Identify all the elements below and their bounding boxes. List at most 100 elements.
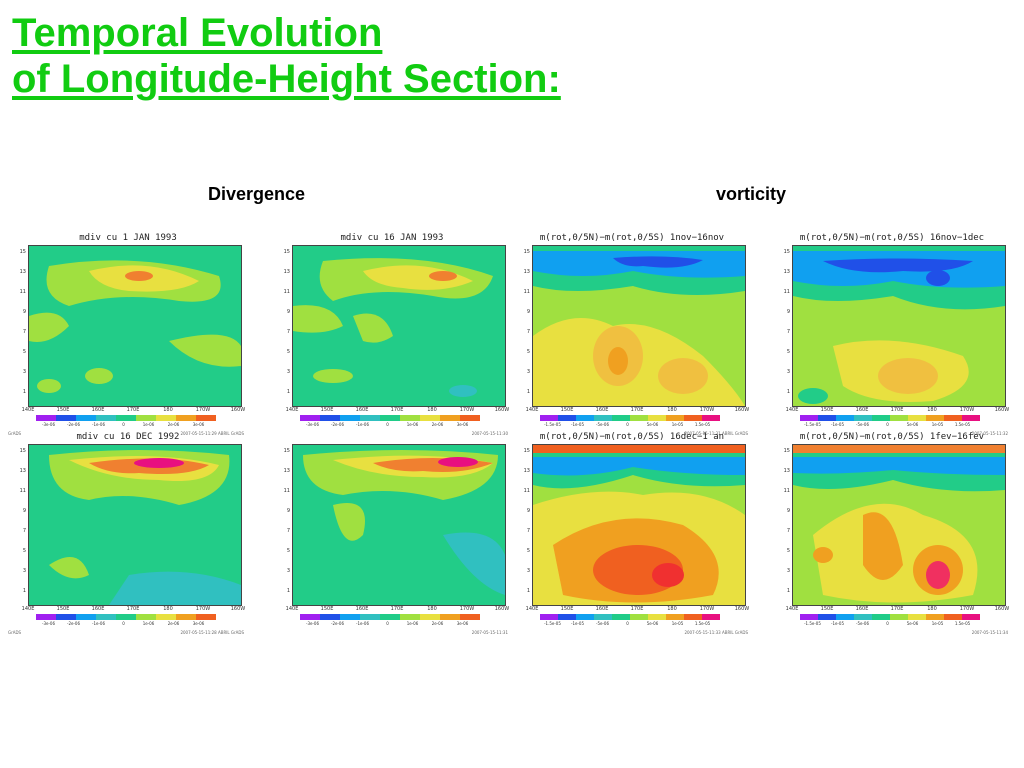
color-bar-label: 1e-06 [136, 422, 161, 428]
color-bar-segment [962, 614, 980, 620]
y-tick-label: 5 [776, 548, 790, 554]
y-tick-label: 5 [776, 349, 790, 355]
color-bar-segment [320, 614, 340, 620]
y-tick-label: 7 [276, 528, 290, 534]
color-bar-label: -2e-06 [325, 422, 350, 428]
y-tick-label: 9 [516, 508, 530, 514]
color-bar-segment [76, 614, 96, 620]
y-tick-label: 1 [516, 588, 530, 594]
color-bar [300, 614, 480, 620]
color-bar-segment [684, 614, 702, 620]
y-tick-label: 7 [276, 329, 290, 335]
color-bar-segment [96, 415, 116, 421]
color-bar-label: 1e-06 [136, 621, 161, 627]
color-bar-segment [926, 614, 944, 620]
contour-field [292, 444, 506, 606]
y-tick-label: 5 [276, 548, 290, 554]
y-tick-label: 3 [776, 369, 790, 375]
color-bar-label: -1.5e-05 [800, 621, 825, 627]
color-bar-segment [116, 415, 136, 421]
color-bar-label: -1e-05 [825, 422, 850, 428]
color-bar-label: 1e-05 [665, 422, 690, 428]
y-tick-label: 13 [776, 468, 790, 474]
y-tick-label: 11 [12, 289, 26, 295]
color-bar-segment [380, 415, 400, 421]
x-tick-label: 170W [700, 606, 715, 612]
x-tick-label: 160E [92, 407, 105, 413]
y-tick-label: 15 [516, 448, 530, 454]
color-bar-segment [400, 415, 420, 421]
x-tick-label: 150E [561, 407, 574, 413]
color-bar-segment [360, 614, 380, 620]
y-tick-label: 1 [776, 588, 790, 594]
panel-title: mdiv cu 16 JAN 1993 [272, 233, 512, 243]
x-tick-label: 140E [286, 606, 299, 612]
contour-panel: mdiv cu 16 JAN 1993 15 13 11 9 7 5 3 1 140E 150E 1… [272, 233, 512, 438]
divergence-label: Divergence [208, 184, 305, 205]
panel-title: mdiv cu 1 JAN 1993 [8, 233, 248, 243]
y-tick-label: 9 [12, 309, 26, 315]
color-bar-label: -1.5e-05 [800, 422, 825, 428]
x-tick-label: 160E [596, 606, 609, 612]
contour-field [28, 245, 242, 407]
color-bar-segment [648, 415, 666, 421]
y-tick-label: 1 [276, 389, 290, 395]
x-tick-label: 150E [321, 606, 334, 612]
y-tick-label: 5 [516, 349, 530, 355]
panel-title: m(rot,0/5N)−m(rot,0/5S) 16dec−1 an [512, 432, 752, 442]
color-bar-segment [666, 415, 684, 421]
x-tick-label: 170W [960, 606, 975, 612]
color-bar-segment [176, 415, 196, 421]
y-tick-label: 1 [516, 389, 530, 395]
y-tick-label: 11 [516, 289, 530, 295]
x-tick-label: 170E [631, 407, 644, 413]
color-bar-segment [196, 614, 216, 620]
color-bar-segment [836, 415, 854, 421]
y-tick-label: 15 [276, 448, 290, 454]
color-bar-labels: -3e-06 -2e-06 -1e-06 0 1e-06 2e-06 3e-06 [36, 422, 211, 428]
color-bar-label: 2e-06 [425, 422, 450, 428]
color-bar-label: -2e-06 [61, 422, 86, 428]
panel-title: m(rot,0/5N)−m(rot,0/5S) 1fev−16fev [772, 432, 1012, 442]
y-tick-label: 5 [516, 548, 530, 554]
x-tick-label: 170W [700, 407, 715, 413]
color-bar-label: 3e-06 [450, 621, 475, 627]
y-tick-label: 7 [776, 528, 790, 534]
x-tick-label: 170W [460, 407, 475, 413]
title-line-1: Temporal Evolution [12, 10, 561, 56]
color-bar-label: 0 [875, 621, 900, 627]
color-bar-segment [890, 415, 908, 421]
color-bar-segment [630, 614, 648, 620]
color-bar-segment [36, 415, 56, 421]
x-tick-label: 160E [856, 606, 869, 612]
color-bar-segment [56, 614, 76, 620]
color-bar-segment [36, 614, 56, 620]
color-bar [800, 415, 980, 421]
color-bar-labels: -3e-06 -2e-06 -1e-06 0 1e-06 2e-06 3e-06 [300, 422, 475, 428]
x-tick-label: 140E [786, 606, 799, 612]
color-bar-label: -3e-06 [300, 422, 325, 428]
color-bar-label: 3e-06 [186, 621, 211, 627]
contour-field [792, 444, 1006, 606]
x-tick-label: 170W [960, 407, 975, 413]
color-bar-segment [836, 614, 854, 620]
color-bar [36, 415, 216, 421]
y-tick-label: 13 [276, 269, 290, 275]
color-bar-label: -1e-05 [825, 621, 850, 627]
y-tick-label: 3 [12, 369, 26, 375]
y-tick-label: 11 [776, 488, 790, 494]
y-tick-label: 9 [276, 508, 290, 514]
x-tick-label: 160E [596, 407, 609, 413]
y-tick-label: 9 [12, 508, 26, 514]
y-tick-label: 5 [276, 349, 290, 355]
color-bar-segment [156, 415, 176, 421]
y-tick-label: 11 [276, 488, 290, 494]
y-tick-label: 3 [516, 369, 530, 375]
y-tick-label: 5 [12, 349, 26, 355]
color-bar-segment [594, 415, 612, 421]
x-tick-label: 170E [391, 407, 404, 413]
color-bar-label: 0 [375, 422, 400, 428]
x-tick-label: 170W [196, 407, 211, 413]
color-bar-label: 1.5e-05 [950, 422, 975, 428]
color-bar-segment [380, 614, 400, 620]
